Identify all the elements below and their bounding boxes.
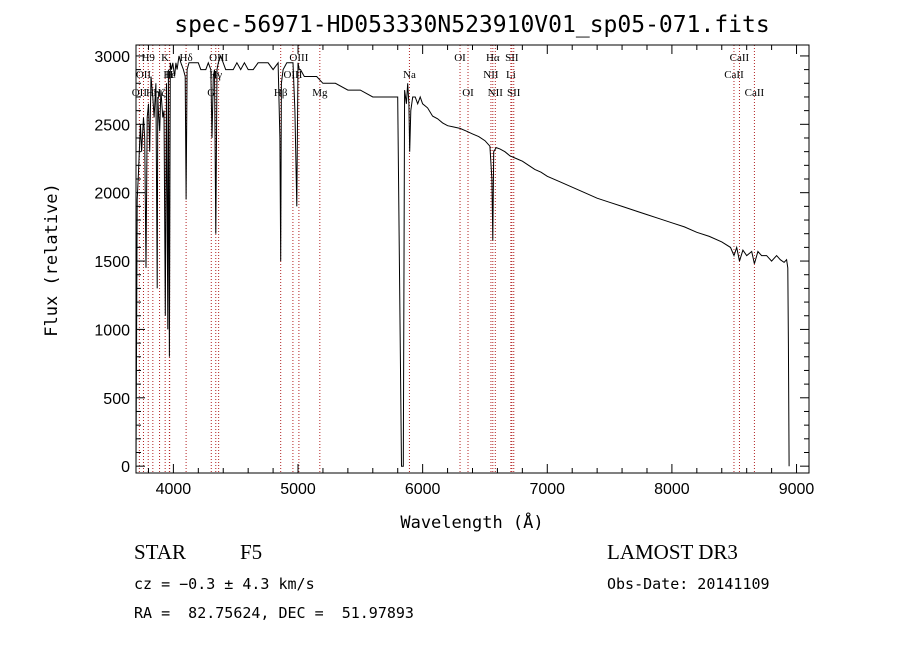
x-axis-label: Wavelength (Å) <box>400 511 543 533</box>
y-axis-label: Flux (relative) <box>42 183 62 337</box>
subclass: F5 <box>240 540 263 564</box>
y-tick-label: 2000 <box>94 186 130 203</box>
line-label: NII <box>483 69 499 81</box>
line-label: SII <box>505 52 519 64</box>
y-tick-label: 0 <box>121 459 130 476</box>
line-label: Hζ <box>153 87 166 99</box>
x-tick-label: 9000 <box>779 481 815 498</box>
line-label: NII <box>488 87 504 99</box>
line-label: SII <box>507 87 521 99</box>
plot-frame <box>135 44 810 474</box>
x-tick-label: 7000 <box>529 481 565 498</box>
y-tick-label: 1500 <box>94 254 130 271</box>
y-tick-label: 3000 <box>94 49 130 66</box>
redshift-readout: cz = −0.3 ± 4.3 km/s <box>134 575 315 593</box>
line-label: CaII <box>730 52 750 64</box>
object-class: STAR <box>134 540 186 564</box>
line-label: Hα <box>486 52 500 64</box>
line-label: OI <box>462 87 474 99</box>
x-tick-label: 4000 <box>156 481 192 498</box>
line-label: OIII <box>289 52 308 64</box>
axis-ticks: 4000 5000 6000 7000 8000 9000 0 500 1000 1500 2000… <box>94 45 814 498</box>
line-label: Na <box>403 69 416 81</box>
y-tick-label: 500 <box>103 391 130 408</box>
line-label: OIII <box>209 52 228 64</box>
line-label: Hγ <box>209 69 222 81</box>
line-label: CaII <box>724 69 744 81</box>
line-markers <box>138 45 755 473</box>
line-label: H9 <box>141 52 155 64</box>
line-label: K <box>161 52 169 64</box>
y-tick-label: 1000 <box>94 322 130 339</box>
line-label: CaII <box>745 87 765 99</box>
coordinates: RA = 82.75624, DEC = 51.97893 <box>134 604 414 622</box>
line-label: Hδ <box>180 52 193 64</box>
y-tick-label: 2500 <box>94 117 130 134</box>
line-label: H <box>165 69 173 81</box>
survey-name: LAMOST DR3 <box>607 540 738 564</box>
line-marker-labels: OIIOIIH9HηHζKHHεHδGHγOIIIHβOIIIOIIIMgNaO… <box>132 52 765 99</box>
line-label: Li <box>506 69 516 81</box>
chart-title: spec-56971-HD053330N523910V01_sp05-071.f… <box>174 12 769 38</box>
x-tick-label: 8000 <box>654 481 690 498</box>
line-label: OI <box>454 52 466 64</box>
line-label: OII <box>136 69 152 81</box>
line-label: Mg <box>312 87 328 99</box>
x-tick-label: 5000 <box>280 481 316 498</box>
obs-date: Obs-Date: 20141109 <box>607 575 770 593</box>
flux-series-line <box>135 54 790 467</box>
x-tick-label: 6000 <box>405 481 441 498</box>
